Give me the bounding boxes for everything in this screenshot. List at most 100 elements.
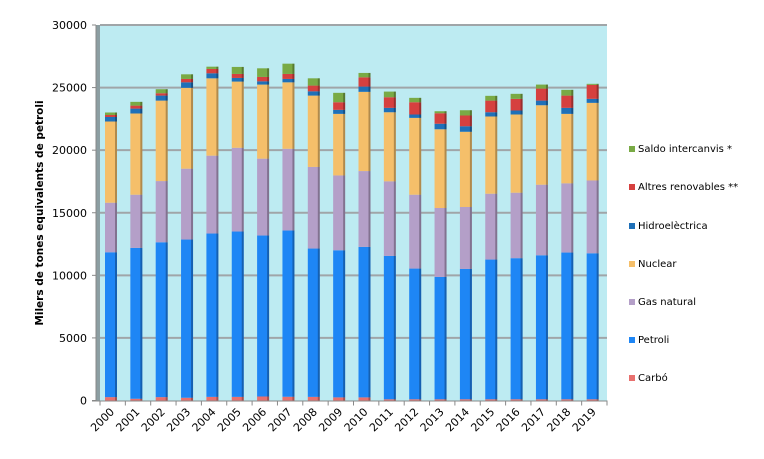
bar-segment-carbó (333, 397, 346, 401)
bar-segment-carbó (155, 397, 168, 401)
bar-segment-petroli (586, 253, 599, 400)
bar-shadow (444, 111, 447, 401)
bar-stack-2003 (181, 74, 194, 401)
bar-shadow (393, 91, 396, 401)
bar-segment-altres-renovables (130, 105, 143, 109)
bar-shadow (495, 95, 498, 401)
bar-segment-saldo-intercanvis (105, 112, 117, 115)
bar-segment-altres-renovables (485, 100, 498, 113)
bar-segment-hidroelèctrica (510, 110, 523, 115)
bar-segment-altres-renovables (510, 98, 523, 111)
bar-segment-petroli (155, 242, 168, 398)
bar-stack-2014 (459, 110, 472, 401)
bar-segment-petroli (358, 246, 371, 398)
x-tick-label: 2007 (266, 405, 295, 434)
legend-label: Saldo intercanvis * (638, 144, 732, 155)
bar-segment-gas-natural (586, 180, 599, 254)
bar-stack-2013 (434, 111, 447, 401)
bar-segment-altres-renovables (434, 113, 447, 124)
bar-segment-gas-natural (409, 194, 422, 269)
bar-segment-saldo-intercanvis (586, 83, 599, 85)
bar-stack-2009 (333, 92, 346, 401)
bar-shadow (165, 89, 168, 401)
bar-segment-hidroelèctrica (459, 126, 472, 132)
x-tick-label: 2012 (392, 405, 421, 434)
plot-area (92, 24, 607, 402)
bar-segment-gas-natural (333, 175, 346, 251)
bar-segment-nuclear (434, 129, 447, 208)
bar-segment-altres-renovables (307, 85, 320, 92)
bar-segment-gas-natural (459, 206, 472, 269)
x-tick-label: 2017 (519, 405, 548, 434)
bar-segment-petroli (409, 268, 422, 400)
bar-segment-altres-renovables (155, 93, 168, 96)
bar-segment-hidroelèctrica (485, 112, 498, 117)
x-tick-label: 2018 (544, 405, 573, 434)
bar-segment-altres-renovables (333, 102, 346, 110)
legend-label: Nuclear (638, 259, 677, 270)
legend-swatch (629, 299, 635, 305)
bar-segment-altres-renovables (459, 115, 472, 127)
bar-segment-carbó (358, 397, 371, 401)
bar-segment-petroli (307, 248, 320, 397)
bar-segment-altres-renovables (409, 102, 422, 115)
legend-label: Hidroelèctrica (638, 220, 708, 232)
bar-stack-2008 (307, 78, 320, 401)
x-tick-label: 2013 (418, 405, 447, 434)
bar-segment-nuclear (333, 113, 346, 176)
bar-segment-gas-natural (282, 148, 295, 231)
bar-shadow (419, 97, 422, 401)
legend-item: Petroli (629, 335, 669, 346)
x-tick-label: 2014 (443, 405, 472, 434)
bar-segment-saldo-intercanvis (257, 68, 270, 77)
y-tick-label: 10000 (52, 269, 87, 282)
bar-segment-saldo-intercanvis (510, 93, 523, 99)
x-tick-label: 2004 (190, 405, 219, 434)
bar-segment-hidroelèctrica (130, 108, 143, 114)
bar-segment-carbó (181, 397, 194, 401)
bar-segment-gas-natural (181, 168, 194, 240)
legend-label: Altres renovables ** (638, 182, 738, 193)
bar-segment-saldo-intercanvis (307, 78, 320, 86)
bar-shadow (191, 74, 194, 401)
bar-segment-gas-natural (485, 193, 498, 260)
bar-segment-carbó (307, 396, 320, 401)
legend-item: Nuclear (629, 259, 677, 270)
x-tick-label: 2008 (291, 405, 320, 434)
bar-segment-altres-renovables (282, 73, 295, 79)
bar-segment-nuclear (561, 113, 574, 184)
bar-segment-nuclear (307, 95, 320, 167)
legend: Saldo intercanvis * Altres renovables ** H… (629, 144, 738, 384)
bar-segment-saldo-intercanvis (383, 91, 396, 98)
bar-segment-nuclear (257, 84, 270, 159)
bar-stack-2002 (155, 89, 168, 401)
bar-segment-saldo-intercanvis (282, 63, 295, 74)
bar-shadow (571, 89, 574, 401)
y-axis-title: Milers de tones equivalents de petroli (34, 100, 46, 325)
bar-segment-hidroelèctrica (561, 107, 574, 114)
legend-label: Gas natural (638, 297, 696, 308)
bar-segment-nuclear (510, 114, 523, 193)
bar-segment-hidroelèctrica (383, 107, 396, 113)
left-axis-wall (96, 25, 100, 401)
bar-segment-nuclear (358, 91, 371, 172)
bar-segment-carbó (105, 397, 117, 401)
bar-segment-petroli (459, 268, 472, 400)
bar-segment-carbó (257, 396, 270, 401)
bar-shadow (469, 110, 472, 401)
bar-segment-carbó (130, 398, 143, 401)
y-tick-label: 30000 (52, 19, 87, 32)
bar-shadow (115, 112, 117, 401)
legend-label: Petroli (638, 335, 669, 346)
bar-segment-carbó (535, 399, 548, 401)
y-tick-label: 0 (80, 395, 87, 408)
bar-segment-saldo-intercanvis (459, 110, 472, 116)
bar-segment-petroli (434, 276, 447, 400)
bar-segment-altres-renovables (586, 84, 599, 99)
bar-segment-altres-renovables (535, 88, 548, 101)
bar-segment-altres-renovables (383, 97, 396, 108)
bar-segment-hidroelèctrica (181, 82, 194, 88)
bar-shadow (368, 72, 371, 401)
bar-segment-petroli (130, 247, 143, 399)
x-tick-label: 2000 (88, 405, 117, 434)
